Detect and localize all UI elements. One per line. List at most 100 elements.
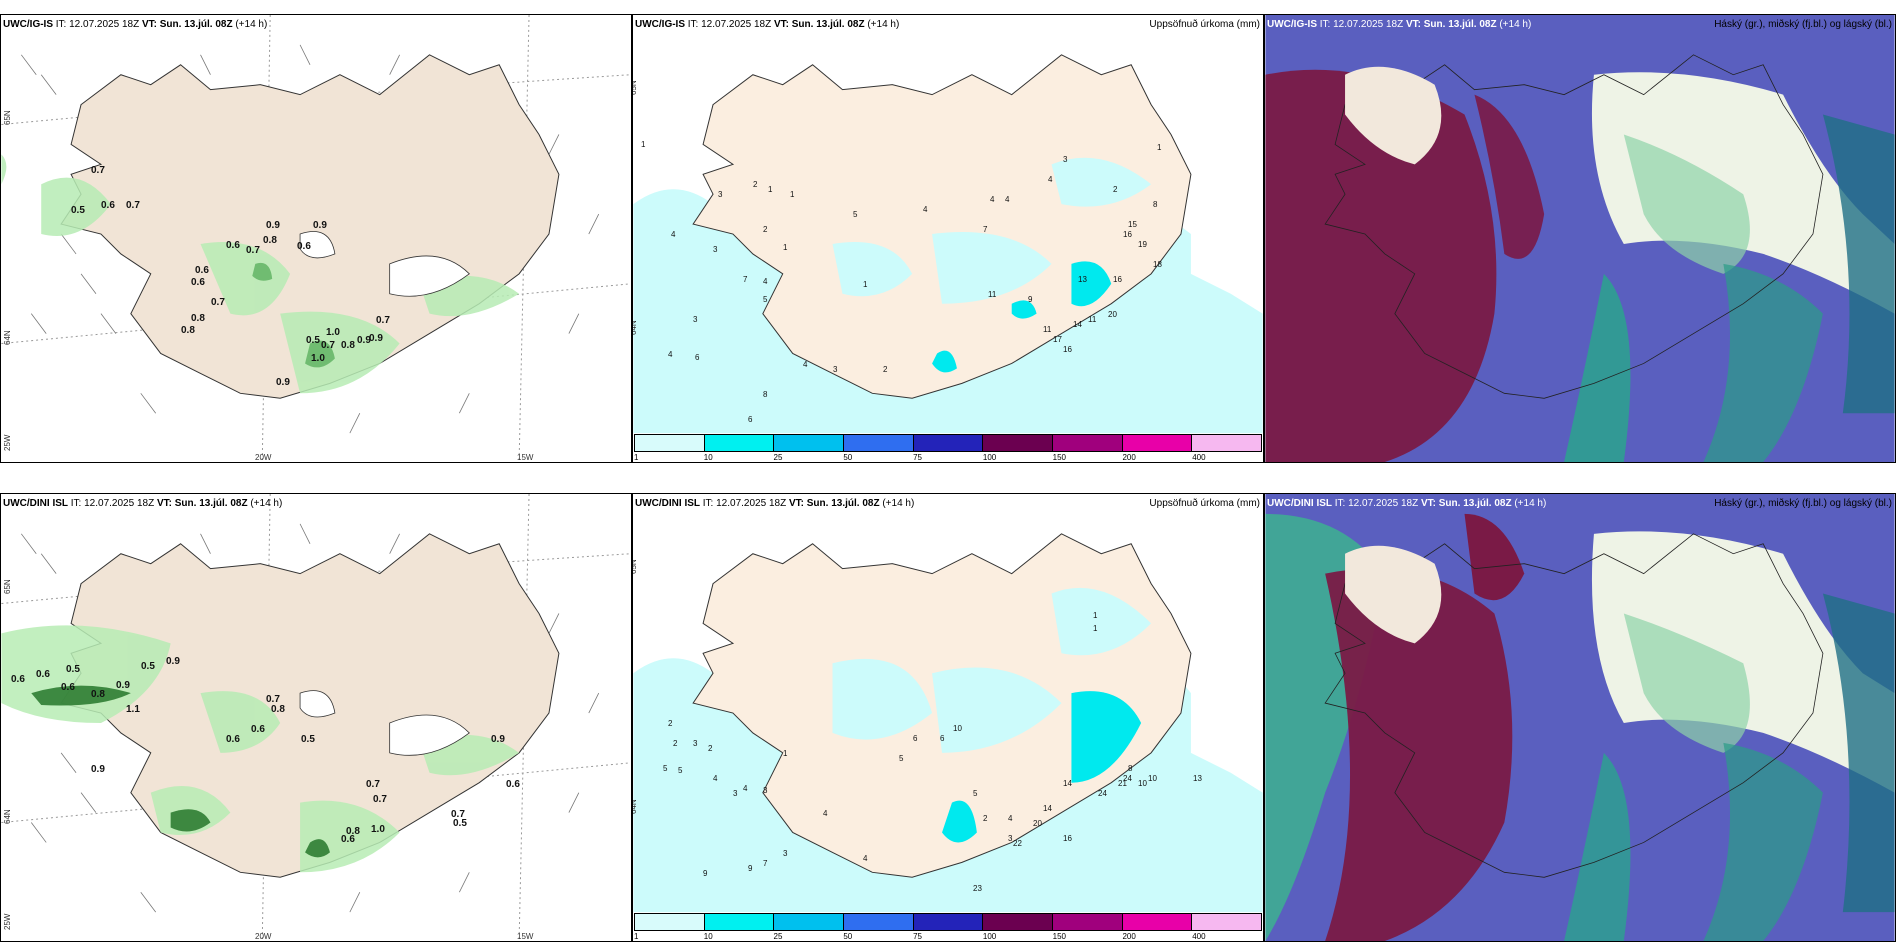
vt-value: Sun. 13.júl. 08Z bbox=[174, 498, 248, 509]
wind-value-label: 0.7 bbox=[373, 794, 387, 805]
iceland-outline bbox=[1324, 533, 1824, 878]
colorbar-segment bbox=[913, 914, 984, 930]
vt-label: VT: bbox=[156, 498, 172, 509]
lead-time: (+14 h) bbox=[882, 498, 915, 509]
wind-value-label: 0.7 bbox=[91, 165, 105, 176]
precip-value-label: 5 bbox=[853, 210, 858, 219]
wind-value-label: 0.6 bbox=[506, 779, 520, 790]
wind-value-label: 0.9 bbox=[276, 377, 290, 388]
precip-value-label: 3 bbox=[718, 190, 723, 199]
lon-label-25w: 25W bbox=[3, 913, 12, 930]
it-value: 12.07.2025 18Z bbox=[716, 498, 787, 509]
wind-value-label: 0.7 bbox=[451, 809, 465, 820]
wind-value-label: 0.5 bbox=[301, 734, 315, 745]
precip-value-label: 7 bbox=[763, 859, 768, 868]
colorbar-segment bbox=[774, 914, 845, 930]
lead-time: (+14 h) bbox=[867, 19, 900, 30]
vt-label: VT: bbox=[788, 498, 804, 509]
lead-time: (+14 h) bbox=[235, 19, 268, 30]
precip-map-top bbox=[633, 54, 1263, 434]
colorbar-tick-label: 75 bbox=[913, 932, 923, 941]
precip-value-label: 9 bbox=[1028, 295, 1033, 304]
precip-value-label: 17 bbox=[1053, 335, 1062, 344]
wind-value-label: 0.9 bbox=[313, 220, 327, 231]
lead-time: (+14 h) bbox=[250, 498, 283, 509]
model-label: UWC/IG-IS bbox=[1267, 19, 1317, 30]
wind-value-label: 1.0 bbox=[371, 824, 385, 835]
vt-label: VT: bbox=[1420, 498, 1436, 509]
colorbar-segment bbox=[704, 435, 775, 451]
wind-value-label: 0.7 bbox=[211, 297, 225, 308]
colorbar-segment bbox=[844, 435, 914, 451]
wind-map-panel-bottom: UWC/DINI ISL IT: 12.07.2025 18Z VT: Sun.… bbox=[0, 493, 632, 942]
vt-label: VT: bbox=[1405, 19, 1421, 30]
vt-value: Sun. 13.júl. 08Z bbox=[806, 498, 880, 509]
wind-value-label: 0.9 bbox=[357, 335, 371, 346]
precip-value-label: 2 bbox=[1113, 185, 1118, 194]
precip-value-label: 2 bbox=[673, 739, 678, 748]
lon-label-15w: 15W bbox=[517, 453, 534, 462]
vt-label: VT: bbox=[773, 19, 789, 30]
colorbar-tick-label: 100 bbox=[982, 932, 997, 941]
precip-value-label: 1 bbox=[783, 749, 788, 758]
it-label: IT: bbox=[55, 19, 67, 30]
wind-map-top bbox=[1, 15, 631, 462]
precip-value-label: 13 bbox=[1078, 275, 1087, 284]
precip-value-label: 4 bbox=[923, 205, 928, 214]
precip-value-label: 20 bbox=[1108, 310, 1117, 319]
wind-value-label: 0.7 bbox=[321, 340, 335, 351]
precip-value-label: 1 bbox=[863, 280, 868, 289]
wind-green-areas bbox=[1, 154, 520, 394]
colorbar-tick-label: 400 bbox=[1192, 932, 1206, 941]
precip-value-label: 4 bbox=[671, 230, 676, 239]
vt-value: Sun. 13.júl. 08Z bbox=[791, 19, 865, 30]
colorbar-tick-label: 50 bbox=[843, 932, 853, 941]
colorbar-tick-label: 200 bbox=[1122, 932, 1136, 941]
model-label: UWC/IG-IS bbox=[635, 19, 685, 30]
precip-value-label: 3 bbox=[1008, 834, 1013, 843]
precip-value-label: 20 bbox=[1033, 819, 1042, 828]
colorbar-segment bbox=[704, 914, 775, 930]
precip-value-label: 4 bbox=[668, 350, 673, 359]
wind-value-label: 0.9 bbox=[91, 764, 105, 775]
cloud-title: Háský (gr.), miðský (fj.bl.) og lágský (… bbox=[1714, 19, 1892, 30]
wind-value-label: 0.5 bbox=[453, 818, 467, 829]
wind-value-label: 0.8 bbox=[346, 826, 360, 837]
wind-value-label: 0.6 bbox=[297, 241, 311, 252]
model-label: UWC/DINI ISL bbox=[1267, 498, 1332, 509]
wind-value-label: 0.7 bbox=[266, 694, 280, 705]
colorbar-segment bbox=[1053, 914, 1123, 930]
lon-label-15w: 15W bbox=[517, 932, 534, 941]
vt-label: VT: bbox=[141, 19, 157, 30]
cloud-title: Háský (gr.), miðský (fj.bl.) og lágský (… bbox=[1714, 498, 1892, 509]
lat-label-64: 64N bbox=[632, 799, 638, 814]
precip-value-label: 15 bbox=[1128, 220, 1137, 229]
precip-value-label: 10 bbox=[1138, 779, 1147, 788]
precip-colorbar-bottom: 1 10 25 50 75 100 150 200 400 bbox=[634, 913, 1262, 941]
precip-value-label: 4 bbox=[1008, 814, 1013, 823]
precip-value-label: 3 bbox=[693, 315, 698, 324]
lat-label-64: 64N bbox=[632, 320, 638, 335]
colorbar-segment bbox=[844, 914, 914, 930]
precip-value-label: 4 bbox=[823, 809, 828, 818]
colorbar-tick-label: 200 bbox=[1122, 453, 1136, 462]
lat-label-65: 65N bbox=[3, 579, 12, 594]
model-label: UWC/DINI ISL bbox=[3, 498, 68, 509]
wind-value-label: 0.5 bbox=[66, 664, 80, 675]
wind-value-label: 0.8 bbox=[91, 689, 105, 700]
precip-value-label: 2 bbox=[883, 365, 888, 374]
iceland-outline bbox=[1324, 54, 1824, 399]
colorbar-tick-label: 10 bbox=[703, 453, 713, 462]
colorbar-segment bbox=[913, 435, 984, 451]
precip-map-panel-bottom: UWC/DINI ISL IT: 12.07.2025 18Z VT: Sun.… bbox=[632, 493, 1264, 942]
colorbar-segment bbox=[1192, 914, 1262, 930]
colorbar-segment bbox=[983, 914, 1054, 930]
colorbar-tick-label: 25 bbox=[773, 932, 783, 941]
wind-barbs bbox=[20, 44, 600, 434]
wind-map-panel-top: UWC/IG-IS IT: 12.07.2025 18Z VT: Sun. 13… bbox=[0, 14, 632, 463]
precip-value-label: 8 bbox=[1153, 200, 1158, 209]
precip-value-label: 9 bbox=[703, 869, 708, 878]
precip-value-label: 3 bbox=[833, 365, 838, 374]
colorbar-segment bbox=[1192, 435, 1262, 451]
wind-map-header-top: UWC/IG-IS IT: 12.07.2025 18Z VT: Sun. 13… bbox=[3, 19, 267, 30]
